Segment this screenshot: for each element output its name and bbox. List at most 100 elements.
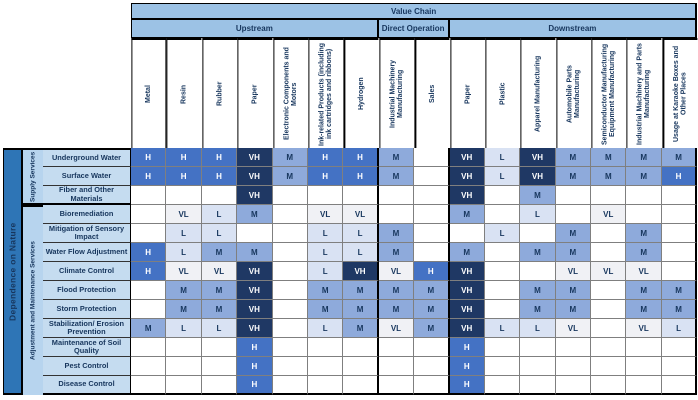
matrix-cell bbox=[626, 186, 662, 205]
matrix-cell: M bbox=[591, 148, 627, 167]
matrix-cell bbox=[591, 357, 627, 376]
matrix-cell: H bbox=[343, 148, 379, 167]
matrix-cell: L bbox=[201, 319, 238, 338]
matrix-cell: M bbox=[201, 300, 238, 319]
matrix-grid: Value Chain Upstream Direct Operation Do… bbox=[3, 3, 698, 395]
matrix-cell: M bbox=[378, 224, 415, 243]
matrix-cell bbox=[626, 357, 662, 376]
matrix-cell bbox=[343, 338, 379, 357]
matrix-cell: M bbox=[201, 243, 238, 262]
matrix-cell bbox=[378, 205, 415, 224]
row-label: Bioremediation bbox=[43, 205, 131, 224]
matrix-cell bbox=[131, 376, 167, 395]
matrix-cell: L bbox=[166, 224, 202, 243]
matrix-cell bbox=[626, 376, 662, 395]
matrix-cell: M bbox=[201, 281, 238, 300]
matrix-cell bbox=[661, 243, 698, 262]
matrix-cell: M bbox=[378, 281, 415, 300]
matrix-cell bbox=[661, 224, 698, 243]
matrix-cell: VH bbox=[343, 262, 379, 281]
matrix-cell: M bbox=[591, 167, 627, 186]
matrix-cell bbox=[661, 186, 698, 205]
matrix-cell: VL bbox=[555, 262, 592, 281]
column-header: Apparel Manufacturing bbox=[520, 38, 556, 148]
matrix-cell: M bbox=[343, 300, 379, 319]
column-header: Sales bbox=[414, 38, 450, 148]
matrix-cell bbox=[414, 243, 450, 262]
section-header-downstream: Downstream bbox=[449, 20, 698, 38]
matrix-cell bbox=[272, 281, 308, 300]
matrix-cell bbox=[272, 319, 308, 338]
matrix-cell: M bbox=[520, 186, 556, 205]
column-header: Paper bbox=[237, 38, 273, 148]
row-label: Water Flow Adjustment bbox=[43, 243, 131, 262]
matrix-cell: M bbox=[626, 224, 662, 243]
matrix-cell: M bbox=[237, 243, 273, 262]
matrix-cell bbox=[414, 205, 450, 224]
matrix-cell bbox=[131, 205, 167, 224]
matrix-cell: M bbox=[555, 243, 592, 262]
matrix-cell: M bbox=[555, 281, 592, 300]
matrix-cell bbox=[166, 186, 202, 205]
matrix-cell: M bbox=[555, 300, 592, 319]
matrix-cell bbox=[484, 186, 521, 205]
dependence-on-nature-axis-label: Dependence on Nature bbox=[3, 148, 22, 395]
matrix-cell bbox=[555, 205, 592, 224]
matrix-cell bbox=[555, 376, 592, 395]
matrix-cell bbox=[520, 357, 556, 376]
matrix-cell: VL bbox=[166, 205, 202, 224]
matrix-cell bbox=[166, 338, 202, 357]
matrix-cell: VL bbox=[378, 319, 415, 338]
matrix-cell: M bbox=[307, 281, 344, 300]
matrix-cell bbox=[414, 338, 450, 357]
matrix-cell bbox=[484, 205, 521, 224]
row-label: Mitigation of Sensory Impact bbox=[43, 224, 131, 243]
matrix-cell bbox=[591, 281, 627, 300]
matrix-cell bbox=[449, 224, 485, 243]
matrix-cell: H bbox=[307, 167, 344, 186]
column-header: Resin bbox=[166, 38, 202, 148]
matrix-cell bbox=[484, 338, 521, 357]
matrix-cell: VH bbox=[449, 262, 485, 281]
matrix-cell: VH bbox=[449, 300, 485, 319]
matrix-cell: VL bbox=[166, 262, 202, 281]
matrix-cell: VL bbox=[555, 319, 592, 338]
row-label: Stabilization/ Erosion Prevention bbox=[43, 319, 131, 338]
matrix-cell: M bbox=[378, 167, 415, 186]
matrix-cell bbox=[307, 186, 344, 205]
column-header: Rubber bbox=[201, 38, 238, 148]
matrix-cell: M bbox=[131, 319, 167, 338]
matrix-cell bbox=[591, 243, 627, 262]
matrix-cell bbox=[414, 376, 450, 395]
matrix-cell: M bbox=[626, 167, 662, 186]
matrix-cell bbox=[378, 186, 415, 205]
matrix-cell bbox=[272, 243, 308, 262]
matrix-cell bbox=[272, 186, 308, 205]
matrix-cell bbox=[555, 357, 592, 376]
matrix-cell bbox=[201, 186, 238, 205]
matrix-cell: M bbox=[626, 243, 662, 262]
section-header-direct-operation: Direct Operation bbox=[378, 20, 450, 38]
matrix-cell: M bbox=[520, 300, 556, 319]
matrix-cell: L bbox=[343, 224, 379, 243]
row-group-supply-services: Supply Services bbox=[22, 148, 43, 205]
matrix-cell: VL bbox=[591, 262, 627, 281]
matrix-cell bbox=[131, 338, 167, 357]
matrix-cell bbox=[591, 319, 627, 338]
matrix-cell bbox=[378, 376, 415, 395]
matrix-cell: VH bbox=[237, 148, 273, 167]
matrix-cell bbox=[591, 338, 627, 357]
matrix-cell bbox=[520, 376, 556, 395]
matrix-cell: L bbox=[166, 319, 202, 338]
matrix-cell bbox=[343, 376, 379, 395]
row-label: Maintenance of Soil Quality bbox=[43, 338, 131, 357]
matrix-cell bbox=[661, 338, 698, 357]
column-header: Metal bbox=[131, 38, 167, 148]
column-header: Semiconductor Manufacturing Equipment Ma… bbox=[591, 38, 627, 148]
matrix-cell bbox=[414, 224, 450, 243]
matrix-cell: L bbox=[166, 243, 202, 262]
matrix-cell: H bbox=[237, 338, 273, 357]
matrix-cell: L bbox=[201, 205, 238, 224]
column-header: Plastic bbox=[484, 38, 521, 148]
